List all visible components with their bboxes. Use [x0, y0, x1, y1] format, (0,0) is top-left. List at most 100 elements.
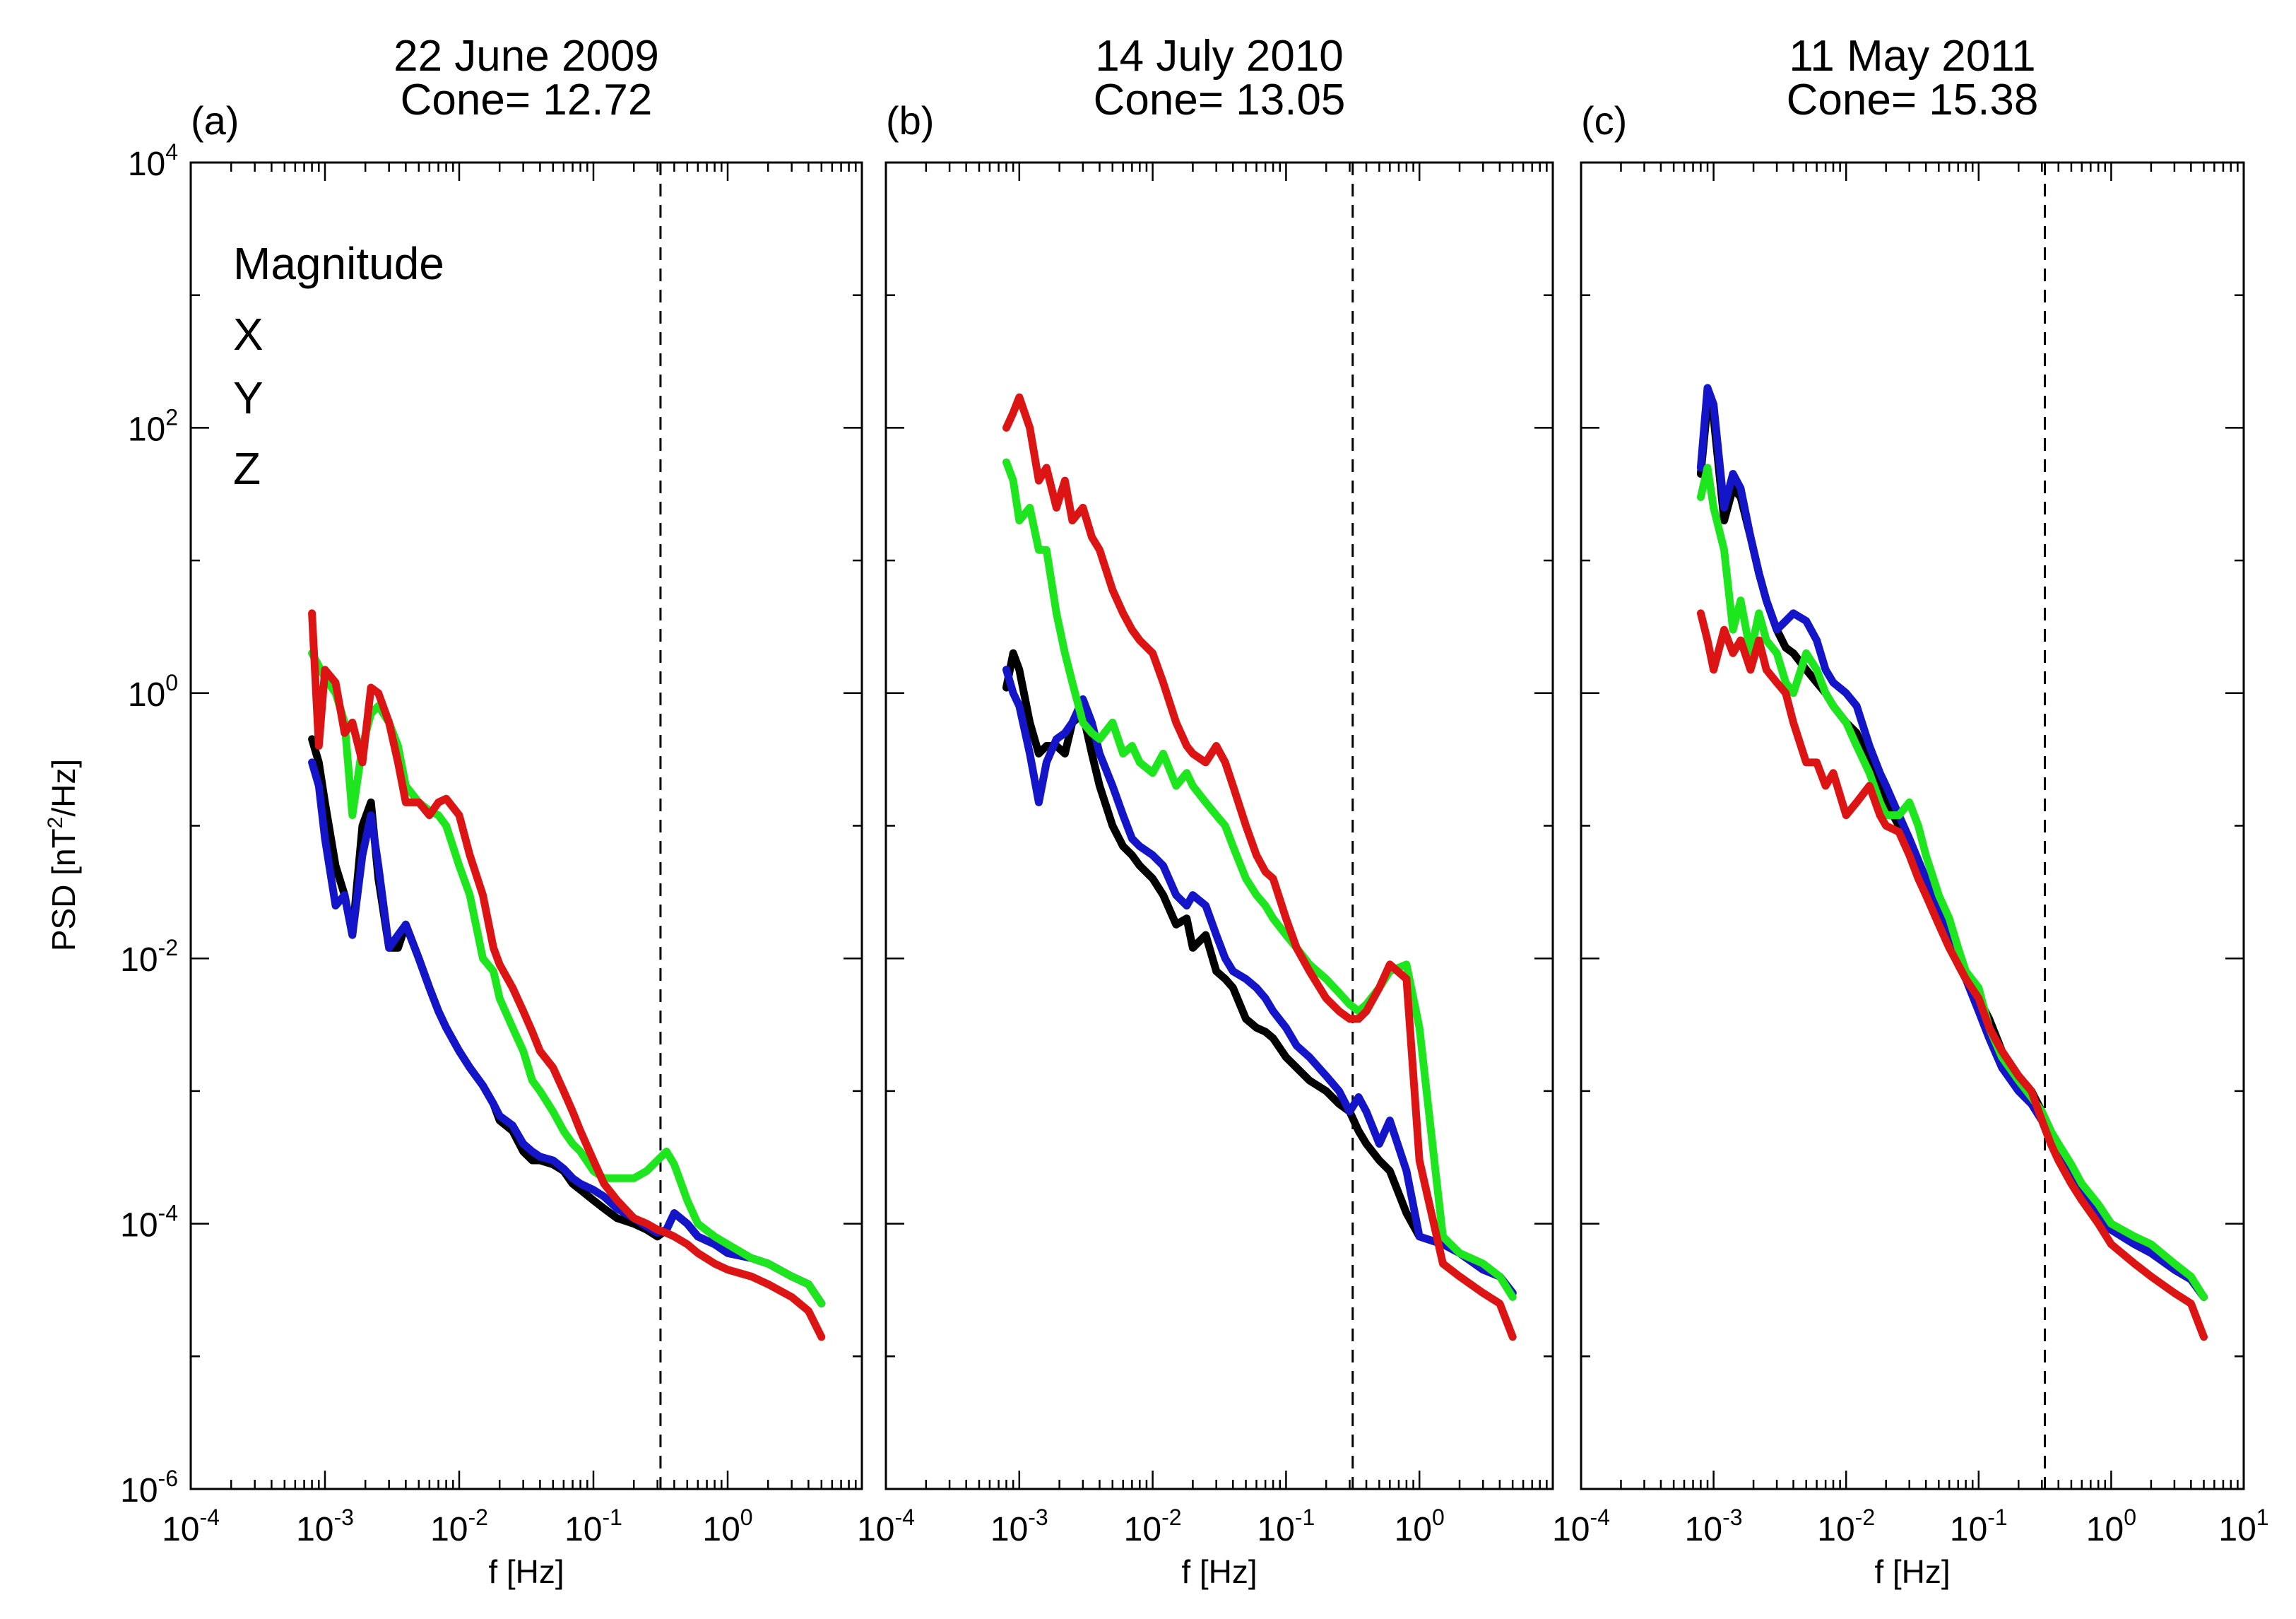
x-tick-exp: -1: [602, 1505, 622, 1530]
panel-a-y-tick-label: 104: [128, 139, 178, 183]
x-tick-exp: -1: [1295, 1505, 1315, 1530]
x-tick-base: 10: [702, 1511, 740, 1548]
panel-b-plot: [1002, 163, 1517, 1489]
x-tick-exp: 0: [740, 1505, 753, 1530]
y-tick-base: 10: [120, 1472, 158, 1509]
panel-c-x-tick-label: 10-1: [1950, 1505, 2008, 1548]
panel-b-x-tick-label: 10-2: [1124, 1505, 1182, 1548]
legend: Magnitude X Y Z: [233, 238, 444, 494]
panel-a-label: (a): [191, 98, 239, 143]
x-tick-exp: -4: [199, 1505, 219, 1530]
legend-y: Y: [233, 372, 264, 423]
panel-b: (b) 14 July 2010 Cone= 13.05 10-4 10-3 10-…: [857, 32, 1554, 1590]
x-tick-exp: 1: [2256, 1505, 2269, 1530]
panel-a-x-tick-label: 10-2: [430, 1505, 488, 1548]
x-tick-exp: 0: [2124, 1505, 2136, 1530]
y-tick-base: 10: [120, 1207, 158, 1244]
x-tick-exp: -1: [1987, 1505, 2007, 1530]
x-tick-base: 10: [990, 1511, 1028, 1548]
y-tick-exp: -6: [158, 1466, 178, 1491]
panel-b-axes: 10-4 10-3 10-2 10-1 100: [857, 161, 1554, 1548]
panel-b-x-tick-label: 10-1: [1257, 1505, 1315, 1548]
x-tick-base: 10: [1950, 1511, 1987, 1548]
panel-b-series-magnitude: [1002, 649, 1517, 1297]
x-tick-base: 10: [296, 1511, 333, 1548]
panel-a-x-tick-label: 10-4: [162, 1505, 220, 1548]
y-tick-exp: 2: [165, 404, 178, 430]
panel-a-y-tick-label: 10-6: [120, 1466, 178, 1509]
x-tick-base: 10: [1257, 1511, 1294, 1548]
panel-a-series-x: [308, 758, 826, 1308]
panel-a-series-y: [308, 649, 826, 1308]
x-tick-base: 10: [162, 1511, 199, 1548]
panel-a-series-z: [308, 609, 826, 1341]
y-tick-exp: 4: [165, 139, 178, 165]
panel-c-subtitle: Cone= 15.38: [1787, 76, 2039, 124]
panel-a-y-tick-label: 100: [128, 670, 178, 714]
x-tick-exp: -3: [1722, 1505, 1742, 1530]
panel-a-x-tick-label: 10-3: [296, 1505, 354, 1548]
x-tick-base: 10: [1817, 1511, 1854, 1548]
panel-b-label: (b): [886, 98, 934, 143]
x-tick-exp: -2: [468, 1505, 487, 1530]
panel-c-plot: [1696, 163, 2208, 1489]
panel-a: (a) 22 June 2009 Cone= 12.72 10-4 10-3 10-…: [120, 32, 863, 1590]
panel-a-subtitle: Cone= 12.72: [401, 76, 653, 124]
panel-b-x-tick-label: 100: [1395, 1505, 1445, 1548]
x-tick-base: 10: [430, 1511, 468, 1548]
x-tick-base: 10: [2218, 1511, 2256, 1548]
y-tick-exp: -4: [158, 1201, 178, 1226]
panel-c-x-tick-label: 100: [2086, 1505, 2136, 1548]
y-tick-exp: -2: [158, 935, 178, 960]
x-tick-exp: -2: [1855, 1505, 1875, 1530]
x-tick-base: 10: [1124, 1511, 1161, 1548]
panel-b-x-tick-label: 10-3: [990, 1505, 1048, 1548]
panel-c-axes: 10-4 10-3 10-2 10-1 100 101: [1552, 161, 2269, 1548]
panel-a-title: 22 June 2009: [393, 32, 659, 81]
panel-c: (c) 11 May 2011 Cone= 15.38 10-4 10-3 10-2…: [1552, 32, 2269, 1590]
y-axis-label-main: PSD [nT: [45, 828, 82, 951]
legend-z: Z: [233, 443, 261, 494]
panel-c-x-tick-label: 10-3: [1685, 1505, 1743, 1548]
panel-b-series-z: [1002, 393, 1517, 1341]
x-tick-exp: -3: [333, 1505, 353, 1530]
x-tick-base: 10: [1395, 1511, 1432, 1548]
panel-c-label: (c): [1581, 98, 1627, 143]
panel-b-title: 14 July 2010: [1095, 32, 1344, 81]
x-tick-base: 10: [1552, 1511, 1590, 1548]
y-tick-base: 10: [128, 676, 165, 714]
panel-c-series-z: [1696, 609, 2208, 1341]
legend-magnitude: Magnitude: [233, 238, 444, 289]
x-tick-exp: -3: [1028, 1505, 1048, 1530]
panel-c-x-axis-label: f [Hz]: [1874, 1553, 1950, 1590]
x-tick-exp: 0: [1432, 1505, 1445, 1530]
panel-c-x-tick-label: 10-2: [1817, 1505, 1875, 1548]
x-tick-base: 10: [1685, 1511, 1722, 1548]
panel-a-y-tick-label: 10-2: [120, 935, 178, 979]
y-tick-base: 10: [120, 941, 158, 979]
panel-a-plot: [308, 163, 826, 1489]
panel-b-x-axis-label: f [Hz]: [1181, 1553, 1257, 1590]
y-axis-label-tail: /Hz]: [45, 759, 82, 817]
y-tick-base: 10: [128, 411, 165, 448]
panel-b-series-x: [1002, 666, 1517, 1297]
panel-c-x-tick-label: 101: [2218, 1505, 2268, 1548]
panel-c-series-y: [1696, 464, 2208, 1301]
legend-x: X: [233, 309, 264, 360]
x-tick-exp: -4: [1590, 1505, 1609, 1530]
x-tick-base: 10: [857, 1511, 894, 1548]
panel-c-title: 11 May 2011: [1789, 32, 2035, 81]
y-tick-exp: 0: [165, 670, 178, 695]
panel-a-x-tick-label: 10-1: [564, 1505, 622, 1548]
y-axis-label-sup: 2: [44, 817, 67, 829]
panel-a-y-tick-label: 102: [128, 404, 178, 448]
x-tick-exp: -2: [1161, 1505, 1181, 1530]
panel-b-subtitle: Cone= 13.05: [1094, 76, 1346, 124]
panel-a-x-axis-label: f [Hz]: [488, 1553, 564, 1590]
x-tick-base: 10: [2086, 1511, 2124, 1548]
y-tick-base: 10: [128, 146, 165, 183]
x-tick-exp: -4: [894, 1505, 914, 1530]
x-tick-base: 10: [564, 1511, 602, 1548]
